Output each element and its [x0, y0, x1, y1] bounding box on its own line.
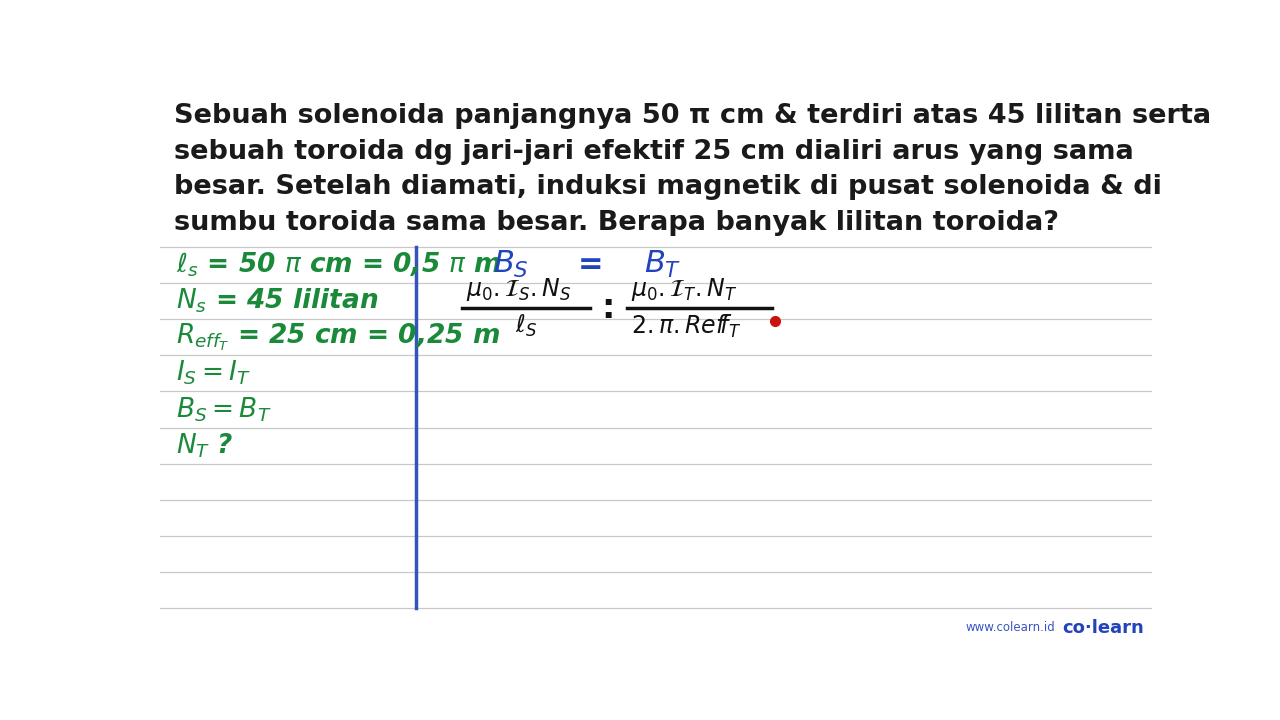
- Text: $B_T$: $B_T$: [644, 249, 682, 280]
- Text: $B_S$: $B_S$: [493, 249, 529, 280]
- Text: sumbu toroida sama besar. Berapa banyak lilitan toroida?: sumbu toroida sama besar. Berapa banyak …: [174, 210, 1059, 235]
- Text: www.colearn.id: www.colearn.id: [965, 621, 1055, 634]
- Text: :: :: [602, 292, 614, 325]
- Text: $\ell_s$ = 50 $\pi$ cm = 0,5 $\pi$ m: $\ell_s$ = 50 $\pi$ cm = 0,5 $\pi$ m: [175, 251, 500, 279]
- Text: $I_S = I_T$: $I_S = I_T$: [175, 359, 251, 387]
- Text: $N_T$ ?: $N_T$ ?: [175, 431, 233, 460]
- Text: $B_S = B_T$: $B_S = B_T$: [175, 395, 271, 423]
- Text: co·learn: co·learn: [1062, 618, 1144, 636]
- Text: $2 . \pi . Ref\!f_T$: $2 . \pi . Ref\!f_T$: [631, 312, 741, 340]
- Text: $\mu_0 . \mathcal{I}_T . N_T$: $\mu_0 . \mathcal{I}_T . N_T$: [631, 276, 737, 304]
- Text: Sebuah solenoida panjangnya 50 π cm & terdiri atas 45 lilitan serta: Sebuah solenoida panjangnya 50 π cm & te…: [174, 104, 1211, 130]
- Text: =: =: [577, 250, 603, 279]
- Text: $R_{eff_T}$ = 25 cm = 0,25 m: $R_{eff_T}$ = 25 cm = 0,25 m: [175, 321, 499, 353]
- Text: $N_s$ = 45 lilitan: $N_s$ = 45 lilitan: [175, 287, 378, 315]
- Text: sebuah toroida dg jari-jari efektif 25 cm dialiri arus yang sama: sebuah toroida dg jari-jari efektif 25 c…: [174, 139, 1134, 165]
- Text: $\ell_S$: $\ell_S$: [515, 313, 536, 339]
- Text: besar. Setelah diamati, induksi magnetik di pusat solenoida & di: besar. Setelah diamati, induksi magnetik…: [174, 174, 1162, 200]
- Text: $\mu_0 . \mathcal{I}_S . N_S$: $\mu_0 . \mathcal{I}_S . N_S$: [466, 276, 572, 304]
